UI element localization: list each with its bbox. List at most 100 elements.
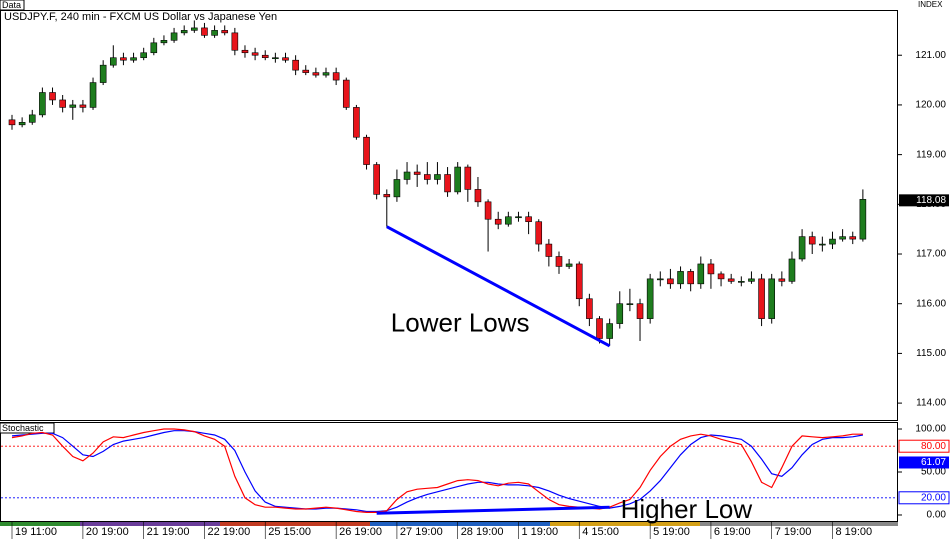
x-tick-label: 28 19:00	[461, 526, 504, 538]
y-tick-label: 117.00	[916, 249, 946, 260]
value-tag	[899, 194, 949, 207]
candle-body	[434, 174, 441, 180]
candle-body	[555, 256, 563, 267]
y-tick-label: 50.00	[921, 467, 946, 478]
candle-body	[565, 263, 573, 267]
candle-body	[849, 236, 857, 240]
y-tick-label: 100.00	[915, 424, 946, 435]
candle-body	[109, 57, 117, 66]
candle-body	[191, 27, 198, 31]
candle-body	[808, 236, 816, 245]
candle-body	[819, 243, 826, 246]
axis-label: INDEX	[918, 0, 943, 9]
strip	[80, 522, 220, 526]
candle-body	[332, 72, 340, 81]
y-tick-label: 119.00	[916, 149, 946, 160]
candle-body	[738, 281, 745, 283]
stochastic-line	[11, 430, 864, 513]
candle-body	[798, 236, 806, 260]
value-tag-label: 118.08	[916, 195, 946, 206]
x-tick-label: 26 19:00	[339, 526, 382, 538]
strip	[0, 522, 80, 526]
data-box	[0, 0, 25, 11]
candle-body	[484, 201, 492, 220]
candle-body	[241, 49, 249, 54]
x-tick-label: 5 19:00	[653, 526, 690, 538]
x-tick-label: 8 19:00	[835, 526, 872, 538]
candle-body	[79, 104, 87, 108]
candle-body	[535, 221, 543, 245]
candle-body	[444, 174, 451, 193]
candle-body	[282, 57, 289, 61]
candle-body	[140, 52, 147, 59]
candle-body	[656, 278, 664, 281]
stochastic-panel	[0, 422, 898, 522]
candle-body	[545, 243, 553, 257]
main-panel	[0, 10, 898, 421]
candle-body	[261, 54, 269, 59]
y-tick-label: 0.00	[927, 510, 947, 521]
candle-body	[211, 30, 218, 36]
x-tick-label: 22 19:00	[207, 526, 250, 538]
strip	[700, 522, 898, 526]
candle-body	[18, 122, 26, 126]
candle-body	[515, 216, 522, 219]
candle-body	[586, 298, 593, 319]
candle-body	[120, 57, 127, 61]
candle-body	[201, 27, 208, 36]
candle-body	[59, 99, 66, 108]
candle-body	[596, 318, 603, 339]
x-tick-label: 20 19:00	[86, 526, 129, 538]
candle-body	[170, 32, 178, 41]
value-tag-label: 61.07	[921, 457, 946, 468]
level-label: 20.00	[921, 492, 946, 503]
data-label: Data	[2, 0, 21, 10]
candle-body	[646, 278, 654, 319]
level-label: 80.00	[921, 441, 946, 452]
annotation: Higher Low	[621, 494, 753, 524]
candle-body	[839, 236, 846, 240]
candle-body	[39, 92, 46, 116]
candle-body	[667, 278, 674, 285]
candle-body	[454, 166, 461, 193]
candle-body	[251, 52, 259, 56]
candle-body	[221, 30, 229, 34]
candle-body	[89, 82, 97, 108]
value-tag	[899, 456, 949, 469]
candle-body	[272, 57, 279, 60]
candle-body	[474, 189, 482, 203]
stochastic-box	[0, 422, 55, 434]
candle-body	[494, 218, 502, 225]
candle-body	[707, 263, 715, 275]
candle-body	[687, 271, 694, 285]
candle-body	[322, 72, 330, 76]
annotation: Lower Lows	[391, 308, 530, 338]
candle-body	[677, 271, 684, 285]
candle-body	[231, 32, 239, 51]
candle-body	[130, 57, 137, 61]
y-tick-label: 116.00	[916, 298, 946, 309]
candle-body	[424, 174, 431, 180]
candle-body	[383, 194, 391, 198]
time-strip	[0, 522, 898, 526]
strip	[370, 522, 550, 526]
chart-title: USDJPY.F, 240 min - FXCM US Dollar vs Ja…	[4, 11, 277, 23]
y-tick-label: 121.00	[915, 50, 946, 61]
candle-body	[312, 72, 320, 76]
x-tick-label: 21 19:00	[147, 526, 190, 538]
y-tick-label: 120.00	[915, 100, 946, 111]
x-tick-label: 25 15:00	[268, 526, 311, 538]
candle-body	[748, 278, 755, 282]
candle-body	[180, 30, 188, 34]
candle-body	[505, 216, 512, 225]
candle-body	[727, 278, 735, 282]
candle-body	[342, 79, 350, 108]
candle-body	[717, 273, 725, 280]
x-tick-label: 1 19:00	[521, 526, 558, 538]
candle-body	[403, 171, 411, 180]
stochastic-line	[11, 428, 863, 513]
candle-body	[829, 238, 836, 245]
candle-body	[99, 64, 107, 83]
